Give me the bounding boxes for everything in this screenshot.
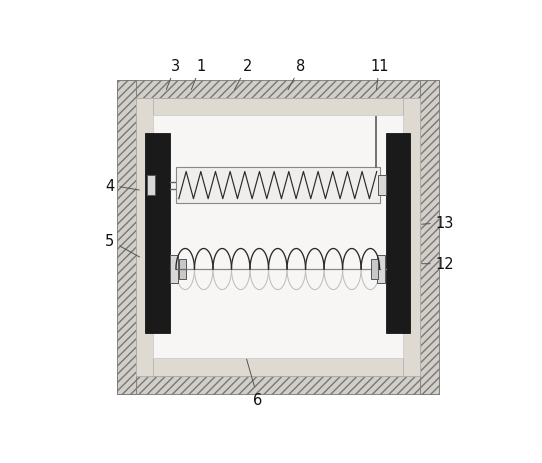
Bar xyxy=(117,375,438,394)
Text: 12: 12 xyxy=(422,257,454,272)
Bar xyxy=(136,99,153,375)
Text: 3: 3 xyxy=(166,59,180,90)
Bar xyxy=(136,99,420,116)
Text: 13: 13 xyxy=(422,216,454,231)
Bar xyxy=(386,134,410,334)
Text: 8: 8 xyxy=(288,59,306,91)
Text: 4: 4 xyxy=(105,178,139,193)
Bar xyxy=(420,81,438,394)
Text: 6: 6 xyxy=(237,327,263,407)
Bar xyxy=(176,168,379,204)
Bar xyxy=(153,116,403,358)
Bar xyxy=(403,99,420,375)
Bar xyxy=(136,358,420,375)
Bar xyxy=(117,81,136,394)
Bar xyxy=(170,256,178,283)
Text: 2: 2 xyxy=(235,59,252,91)
Text: 1: 1 xyxy=(191,59,205,90)
Text: 5: 5 xyxy=(105,233,140,257)
Bar xyxy=(147,176,154,195)
Bar xyxy=(378,176,386,195)
Bar xyxy=(145,134,170,334)
Text: 11: 11 xyxy=(370,59,389,90)
Bar xyxy=(377,256,385,283)
Bar xyxy=(117,81,438,99)
Bar xyxy=(371,260,378,279)
Bar xyxy=(179,260,186,279)
